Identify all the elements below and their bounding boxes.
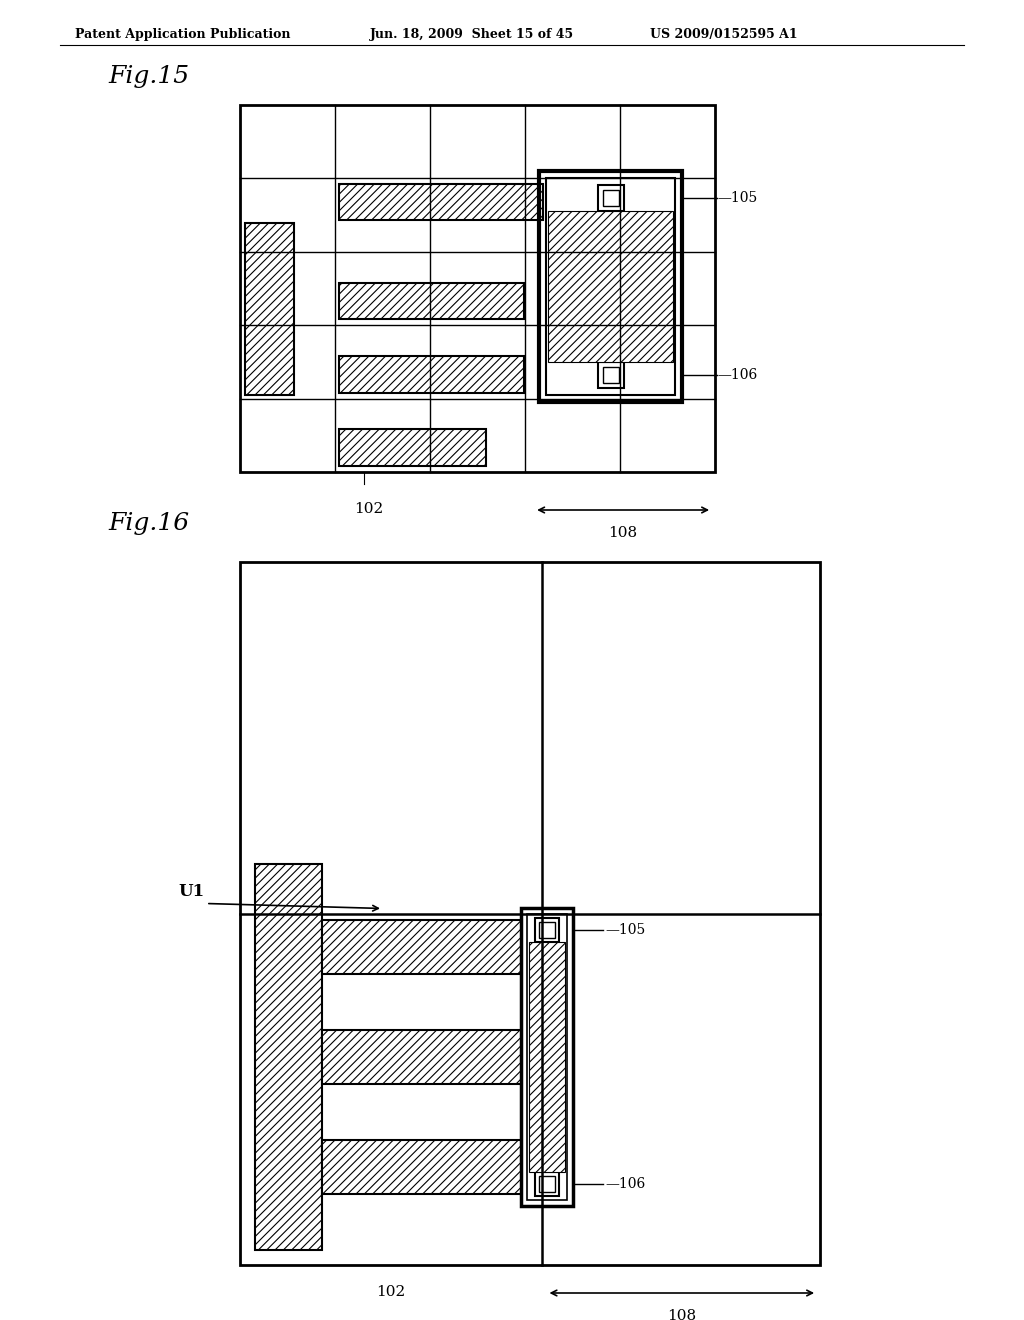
Bar [546,178,675,395]
Bar [529,941,565,1172]
Bar [240,106,715,473]
Bar [540,921,555,937]
Bar [240,562,820,1265]
Text: U1: U1 [178,883,204,900]
Text: Patent Application Publication: Patent Application Publication [75,28,291,41]
Bar [527,913,567,1200]
Bar [323,920,524,974]
Bar [521,908,573,1206]
Bar [339,429,486,466]
Text: —106: —106 [718,368,758,383]
Text: 102: 102 [354,502,383,516]
Bar [602,367,618,383]
Bar [323,1030,524,1084]
Bar [597,362,624,388]
Bar [339,183,544,220]
Bar [536,917,559,941]
Text: —105: —105 [605,923,645,937]
Text: 108: 108 [608,525,638,540]
Bar [339,356,524,393]
Bar [339,282,524,319]
Text: —105: —105 [718,191,758,205]
Bar [323,1140,524,1195]
Text: 108: 108 [668,1309,696,1320]
Bar [245,223,295,395]
Bar [540,172,682,403]
Text: Fig.16: Fig.16 [108,512,189,535]
Text: Jun. 18, 2009  Sheet 15 of 45: Jun. 18, 2009 Sheet 15 of 45 [370,28,574,41]
Bar [548,211,673,362]
Text: Fig.15: Fig.15 [108,65,189,88]
Text: —106: —106 [605,1177,645,1191]
Bar [602,190,618,206]
Bar [536,1172,559,1196]
Bar [255,863,323,1250]
Text: 102: 102 [376,1284,406,1299]
Bar [540,1176,555,1192]
Text: US 2009/0152595 A1: US 2009/0152595 A1 [650,28,798,41]
Bar [597,185,624,211]
